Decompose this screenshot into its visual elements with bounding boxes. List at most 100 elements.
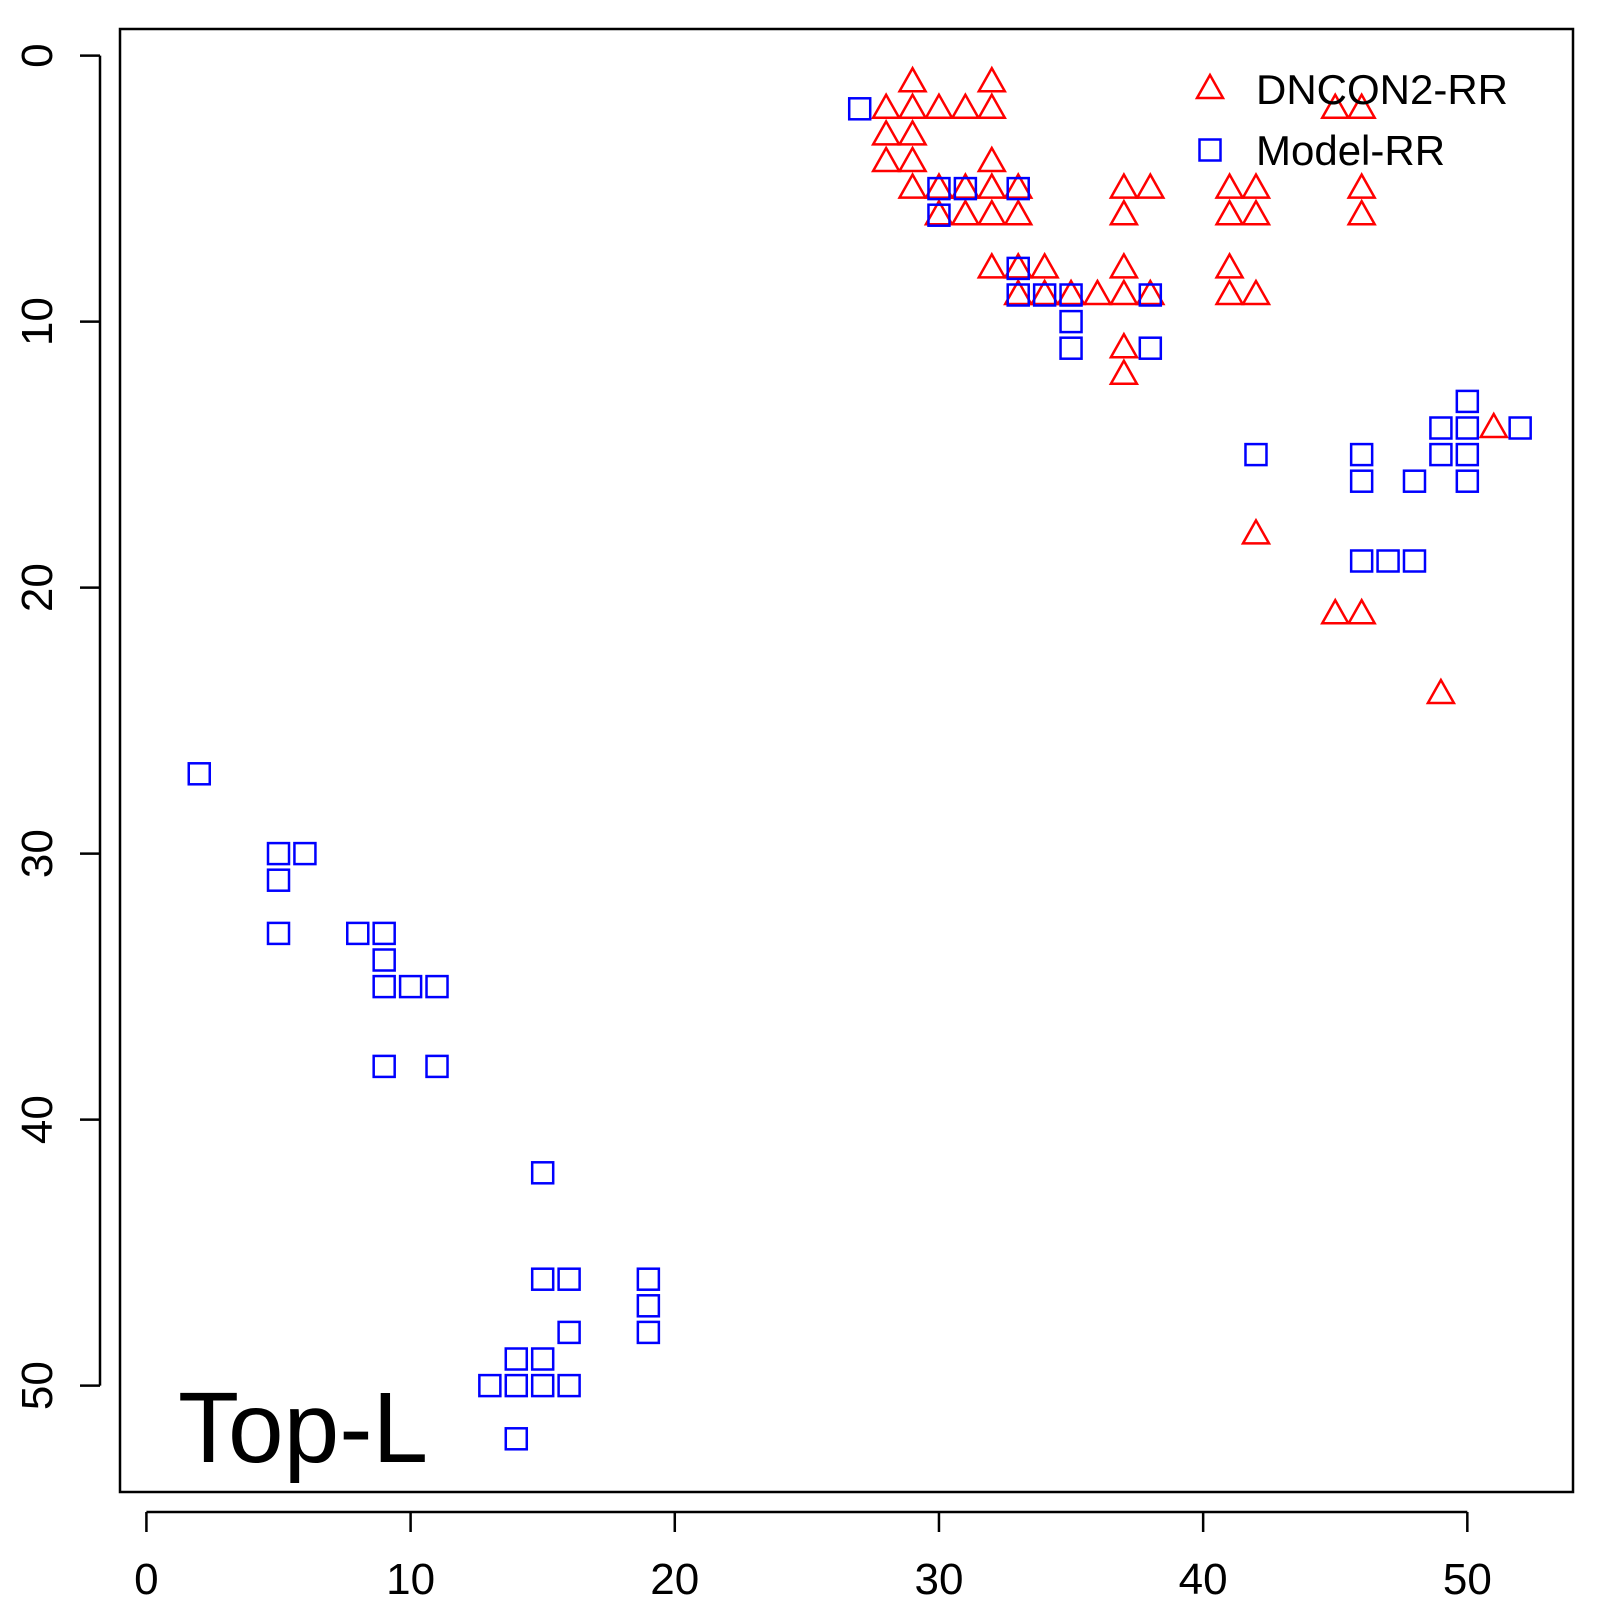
data-point-triangle [1240, 517, 1272, 545]
data-point-square [530, 1373, 555, 1398]
data-point-square [557, 1320, 581, 1345]
data-point-triangle [1214, 198, 1245, 226]
data-point-square [557, 1267, 581, 1291]
data-point-square [372, 921, 396, 946]
data-point-triangle [1346, 92, 1377, 120]
data-point-square [636, 1320, 661, 1345]
data-point-triangle [1055, 278, 1087, 306]
data-point-square [557, 1373, 581, 1398]
y-tick-label: 50 [13, 1361, 62, 1410]
data-point-square [1402, 549, 1427, 573]
legend-label: Model-RR [1256, 127, 1445, 174]
y-tick-label: 10 [13, 297, 62, 346]
x-axis: 0 10 20 30 40 50 [134, 1510, 1492, 1600]
data-point-triangle [1108, 251, 1140, 279]
data-point-triangle [1214, 278, 1245, 306]
data-point-square [1455, 416, 1480, 440]
data-point-triangle [1108, 172, 1140, 199]
data-point-square [1349, 469, 1374, 493]
data-point-square [346, 921, 370, 946]
data-point-triangle [1478, 411, 1509, 439]
data-point-triangle [897, 172, 928, 199]
data-point-square [266, 841, 291, 866]
data-point-square [1244, 442, 1268, 467]
data-point-square [504, 1427, 529, 1451]
data-point-triangle [1135, 172, 1166, 199]
data-point-square [1006, 256, 1030, 281]
data-point-triangle [870, 118, 902, 146]
data-point-square [1032, 283, 1057, 307]
data-point-square [425, 1054, 449, 1079]
y-tick-label: 20 [13, 563, 62, 612]
data-point-triangle [950, 198, 981, 226]
data-point-triangle [870, 145, 902, 173]
data-point-square [1455, 389, 1480, 414]
data-point-square [1429, 416, 1453, 440]
legend: DNCON2-RR Model-RR [1194, 66, 1508, 174]
legend-marker-square [1198, 138, 1222, 162]
data-point-square [530, 1347, 555, 1371]
data-point-square [1376, 549, 1400, 573]
data-point-triangle [976, 251, 1007, 279]
data-point-triangle [1214, 251, 1245, 279]
data-point-triangle [1135, 278, 1166, 306]
data-point-triangle [1108, 198, 1140, 226]
data-point-triangle [1082, 278, 1113, 306]
x-tick-label: 10 [386, 1555, 435, 1600]
data-point-square [1455, 442, 1480, 467]
data-point-triangle [1240, 278, 1272, 306]
data-point-triangle [1108, 331, 1140, 359]
y-axis: 0 10 20 30 40 50 [13, 43, 102, 1410]
data-point-square [1429, 442, 1453, 467]
data-point-triangle [1108, 358, 1140, 386]
data-point-triangle [923, 92, 955, 120]
x-tick-label: 50 [1443, 1555, 1492, 1600]
series-dncon2-rr [870, 65, 1509, 705]
data-point-triangle [1320, 597, 1351, 625]
data-point-triangle [897, 65, 928, 93]
data-point-triangle [1346, 198, 1377, 226]
data-point-triangle [870, 92, 902, 120]
data-point-triangle [1003, 172, 1034, 199]
data-point-triangle [1003, 278, 1034, 306]
legend-marker-triangle [1194, 72, 1226, 100]
data-point-triangle [1425, 677, 1457, 705]
data-point-square [847, 97, 872, 121]
data-point-square [478, 1373, 502, 1398]
data-point-triangle [897, 92, 928, 120]
y-tick-label: 0 [13, 43, 62, 67]
data-point-triangle [1029, 278, 1060, 306]
panel-annotation: Top-L [178, 1372, 428, 1484]
data-point-triangle [976, 198, 1007, 226]
x-tick-label: 40 [1179, 1555, 1228, 1600]
data-point-triangle [1003, 198, 1034, 226]
data-point-triangle [1108, 278, 1140, 306]
data-points [187, 65, 1532, 1451]
data-point-square [927, 176, 951, 201]
data-point-triangle [1346, 597, 1377, 625]
data-point-square [1508, 416, 1532, 440]
data-point-triangle [976, 65, 1007, 93]
data-point-triangle [923, 198, 955, 226]
data-point-square [266, 921, 291, 946]
data-point-square [504, 1373, 529, 1398]
y-tick-label: 30 [13, 829, 62, 878]
data-point-square [636, 1267, 661, 1291]
data-point-square [372, 1054, 396, 1079]
data-point-triangle [1003, 251, 1034, 279]
data-point-square [1138, 336, 1163, 360]
data-point-square [372, 948, 396, 972]
data-point-square [927, 203, 951, 227]
data-point-square [266, 868, 291, 892]
data-point-triangle [976, 172, 1007, 199]
data-point-square [953, 176, 978, 201]
data-point-square [1402, 469, 1427, 493]
data-point-square [1006, 176, 1030, 201]
plot-frame [118, 27, 1575, 1494]
data-point-square [1349, 549, 1374, 573]
data-point-square [1138, 283, 1163, 307]
data-point-square [530, 1267, 555, 1291]
data-point-square [398, 974, 423, 999]
x-tick-label: 20 [650, 1555, 699, 1600]
